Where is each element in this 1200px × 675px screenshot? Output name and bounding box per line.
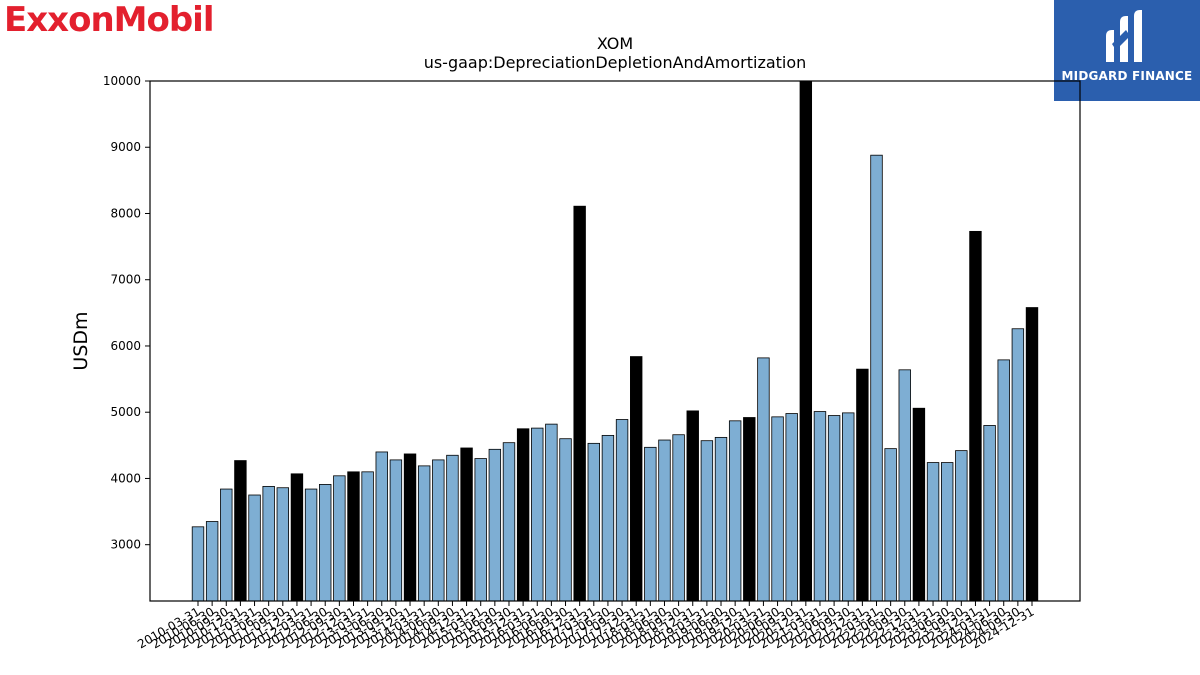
bar-2020-12-31 xyxy=(799,80,813,602)
bar-2017-03-31 xyxy=(587,442,600,602)
bar-2021-09-30 xyxy=(842,412,855,602)
bar-2014-09-30 xyxy=(446,454,459,602)
y-tick-label: 9000 xyxy=(110,140,141,154)
bar-2020-06-30 xyxy=(771,416,784,602)
bar-2021-06-30 xyxy=(827,415,841,602)
bar-2024-12-31 xyxy=(1025,307,1039,602)
bar-2014-12-31 xyxy=(460,447,473,602)
bar-2023-06-30 xyxy=(940,462,954,602)
bar-2016-09-30 xyxy=(559,438,572,602)
y-tick-label: 7000 xyxy=(110,273,141,287)
bar-2011-12-31 xyxy=(290,473,304,602)
midgard-finance-text: MIDGARD FINANCE xyxy=(1061,69,1193,83)
bar-2018-12-31 xyxy=(686,410,699,602)
bar-2013-06-30 xyxy=(375,451,388,602)
bar-2024-06-30 xyxy=(997,359,1010,602)
bar-2013-12-31 xyxy=(403,453,417,602)
bar-2016-06-30 xyxy=(545,423,558,602)
bar-2012-09-30 xyxy=(333,475,346,602)
bar-2022-12-31 xyxy=(912,407,926,602)
bar-2017-06-30 xyxy=(601,434,615,602)
bar-2011-09-30 xyxy=(276,487,290,602)
bar-2024-03-31 xyxy=(983,425,996,602)
bar-2018-06-30 xyxy=(658,439,671,602)
exxonmobil-logo: ExxonMobil xyxy=(4,0,214,40)
bar-2020-03-31 xyxy=(757,357,770,602)
bar-2019-09-30 xyxy=(728,420,742,602)
bar-2013-09-30 xyxy=(389,459,403,602)
bar-2015-09-30 xyxy=(502,442,516,602)
bar-2014-03-31 xyxy=(417,465,431,602)
bar-2013-03-31 xyxy=(361,471,374,602)
y-tick-label: 8000 xyxy=(110,206,141,220)
bar-2012-06-30 xyxy=(319,484,332,602)
bar-2010-03-31 xyxy=(191,526,205,602)
bar-2024-09-30 xyxy=(1011,328,1025,602)
bar-2010-06-30 xyxy=(205,521,219,602)
y-tick-label: 4000 xyxy=(110,471,141,485)
chart-subtitle: us-gaap:DepreciationDepletionAndAmortiza… xyxy=(424,53,807,72)
bar-2018-03-31 xyxy=(644,446,657,602)
bar-2014-06-30 xyxy=(432,459,445,602)
bar-2012-03-31 xyxy=(304,488,318,602)
bar-2010-09-30 xyxy=(220,488,233,602)
y-axis: 3000 4000 5000 6000 7000 8000 9000 10000 xyxy=(103,74,150,552)
bar-2018-09-30 xyxy=(672,434,685,602)
bar-2019-12-31 xyxy=(743,417,756,602)
y-tick-label: 5000 xyxy=(110,405,141,419)
bar-2012-12-31 xyxy=(347,471,360,602)
bar-2022-06-30 xyxy=(884,448,897,602)
bar-2015-12-31 xyxy=(516,428,530,602)
bar-2021-12-31 xyxy=(856,368,869,602)
bar-2016-12-31 xyxy=(573,205,586,602)
plot-frame xyxy=(149,80,1081,602)
bar-2020-09-30 xyxy=(785,413,798,602)
bar-2015-06-30 xyxy=(488,448,502,602)
x-axis: 2010-03-312010-06-302010-09-302010-12-31… xyxy=(135,601,1037,651)
bar-2016-03-31 xyxy=(531,427,544,602)
bar-2011-06-30 xyxy=(262,485,275,602)
y-tick-label: 10000 xyxy=(103,74,141,88)
y-tick-label: 3000 xyxy=(110,538,141,552)
bar-2015-03-31 xyxy=(474,458,487,602)
bar-2023-09-30 xyxy=(955,450,968,602)
midgard-finance-logo: MIDGARD FINANCE xyxy=(1054,0,1200,101)
bar-2022-09-30 xyxy=(898,369,911,602)
chart-title: XOM xyxy=(597,34,633,53)
bar-2011-03-31 xyxy=(248,494,261,602)
bar-2023-12-31 xyxy=(969,230,982,602)
bar-2022-03-31 xyxy=(870,154,883,602)
bar-2021-03-31 xyxy=(813,411,827,602)
bars-group xyxy=(191,80,1039,602)
bar-2019-06-30 xyxy=(714,436,728,602)
bar-2023-03-31 xyxy=(926,462,940,602)
bar-2017-09-30 xyxy=(615,419,629,602)
bar-2017-12-31 xyxy=(630,356,643,602)
y-axis-label: USDm xyxy=(70,311,92,370)
bar-2010-12-31 xyxy=(234,460,247,602)
y-tick-label: 6000 xyxy=(110,339,141,353)
bar-2019-03-31 xyxy=(700,440,714,602)
midgard-m-icon xyxy=(1106,10,1142,62)
